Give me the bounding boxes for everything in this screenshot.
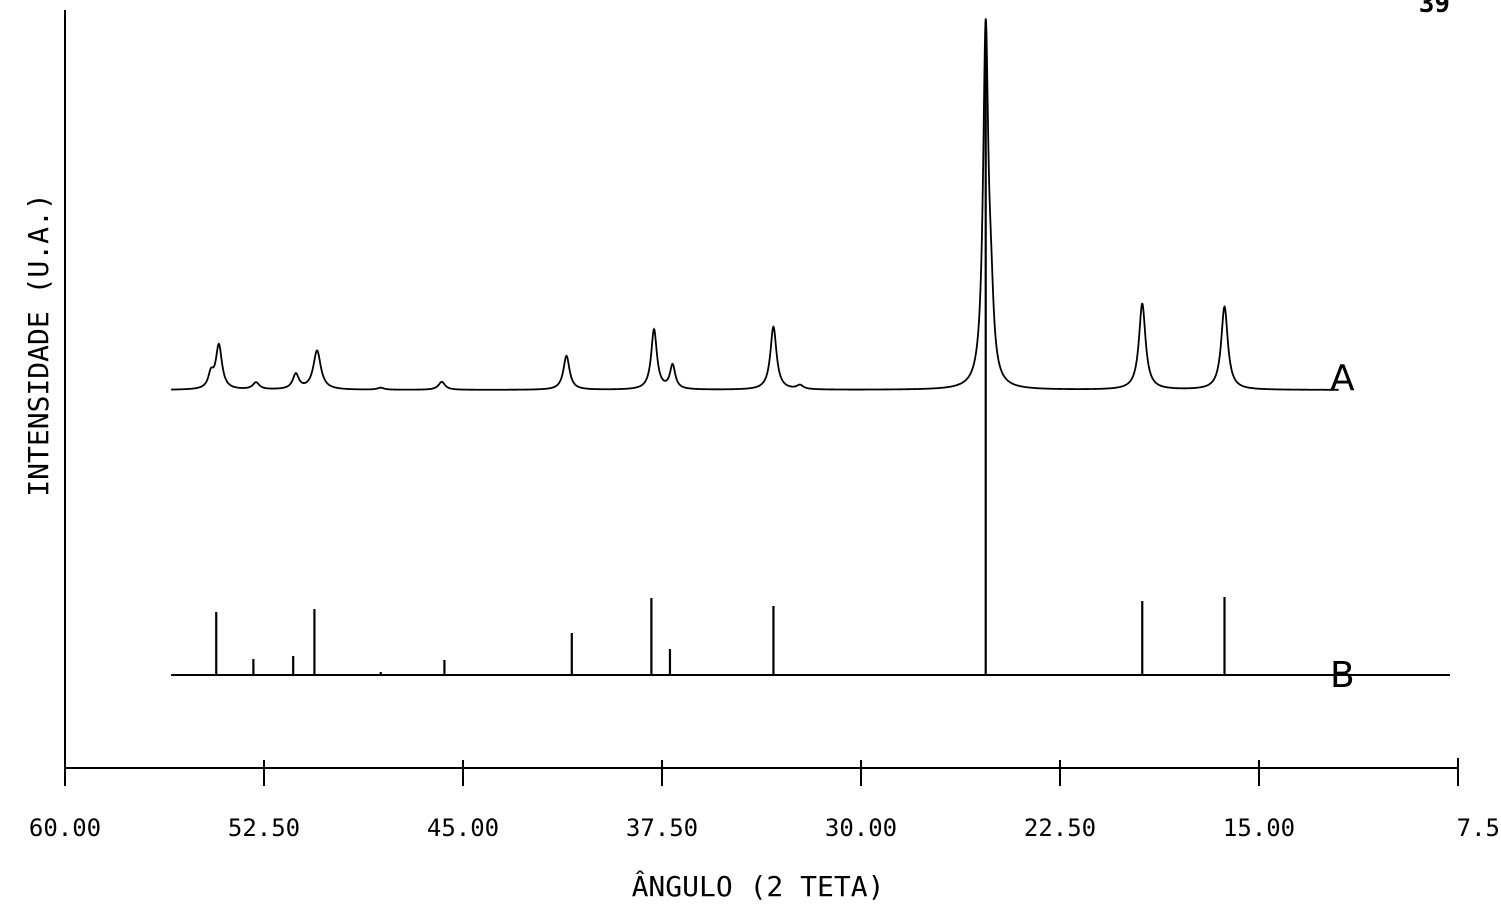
- series-layer: AB: [171, 18, 1451, 696]
- y-axis-title: INTENSIDADE (U.A.): [22, 193, 55, 496]
- x-tick-label: 37.50: [626, 814, 698, 842]
- x-ticks: 60.00 52.50 45.00 37.50 30.00 22.50 15.00 7.5: [29, 758, 1500, 842]
- series-a-trace: [171, 18, 1339, 391]
- x-tick-label: 22.50: [1024, 814, 1096, 842]
- series-b-label: B: [1330, 655, 1355, 696]
- axes: [64, 10, 1458, 769]
- x-axis-title: ÂNGULO (2 TETA): [632, 869, 885, 903]
- x-tick-label: 30.00: [825, 814, 897, 842]
- x-tick-label: 60.00: [29, 814, 101, 842]
- x-tick-label: 7.5: [1457, 814, 1500, 842]
- series-a-label: A: [1330, 358, 1355, 399]
- x-tick-label: 45.00: [427, 814, 499, 842]
- x-tick-label: 15.00: [1223, 814, 1295, 842]
- page-number: 39: [1419, 0, 1450, 19]
- x-tick-label: 52.50: [228, 814, 300, 842]
